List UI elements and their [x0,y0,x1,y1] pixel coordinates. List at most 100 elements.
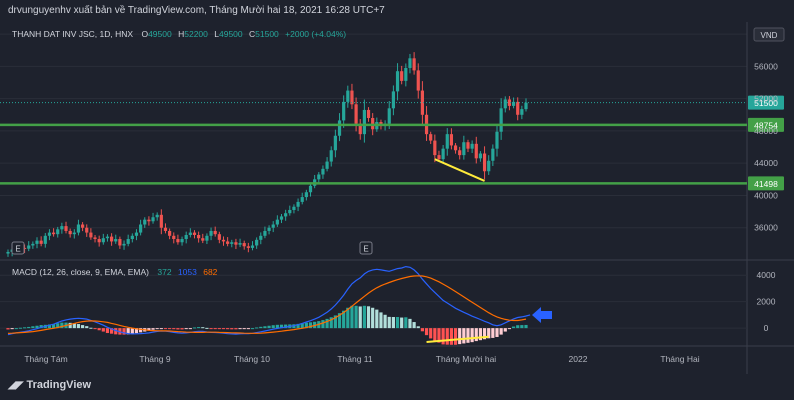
candle[interactable] [284,213,288,217]
candle[interactable] [404,67,408,81]
candle[interactable] [60,226,64,230]
candle[interactable] [246,246,250,248]
candle[interactable] [180,239,184,243]
candle[interactable] [197,234,201,239]
candle[interactable] [445,134,449,149]
candle[interactable] [288,209,292,214]
time-axis[interactable]: Tháng Tám Tháng 9 Tháng 10 Tháng 11 Tháng Mư… [24,354,699,364]
candle[interactable] [259,235,263,240]
candle[interactable] [462,142,466,156]
earnings-marker-1[interactable]: E [11,241,25,255]
candle[interactable] [275,219,279,225]
candle[interactable] [329,150,333,162]
candle[interactable] [47,232,52,236]
candle[interactable] [321,168,325,175]
candle[interactable] [31,243,35,246]
candle[interactable] [420,90,424,115]
candle[interactable] [441,148,445,160]
candle[interactable] [433,140,437,156]
candle[interactable] [184,234,188,240]
candle[interactable] [126,239,130,244]
candle[interactable] [395,71,400,92]
candle[interactable] [51,232,56,235]
candle[interactable] [43,235,47,244]
candle[interactable] [511,101,516,106]
candle[interactable] [416,70,420,91]
candle[interactable] [110,236,114,242]
candle[interactable] [516,101,520,115]
candle[interactable] [495,131,499,149]
candle[interactable] [503,99,507,109]
candle[interactable] [354,104,358,124]
candle[interactable] [226,241,230,244]
candle[interactable] [130,235,134,240]
candle[interactable] [387,108,391,124]
candle[interactable] [201,238,205,241]
candle[interactable] [22,247,27,249]
candle[interactable] [292,206,296,210]
candle[interactable] [209,230,213,236]
candle[interactable] [279,216,284,220]
candle[interactable] [221,239,226,242]
candle[interactable] [163,227,168,231]
candle[interactable] [250,245,255,248]
candle[interactable] [188,232,192,235]
candle[interactable] [147,219,151,222]
candle[interactable] [524,102,528,110]
candle[interactable] [97,239,101,243]
candle[interactable] [89,232,93,238]
candle[interactable] [466,142,470,149]
candle[interactable] [499,108,503,132]
candle[interactable] [56,229,60,235]
candle[interactable] [346,90,350,102]
candle[interactable] [27,245,31,249]
candle[interactable] [213,230,217,235]
candle[interactable] [453,145,458,151]
candle[interactable] [72,232,76,235]
candle[interactable] [230,242,234,244]
candle[interactable] [429,134,433,141]
candle[interactable] [155,214,159,218]
currency-badge[interactable] [753,27,785,42]
candle[interactable] [172,235,176,240]
candle[interactable] [93,237,97,240]
candle[interactable] [308,185,313,193]
candle[interactable] [304,192,308,198]
candle[interactable] [217,234,221,240]
candle[interactable] [317,174,321,180]
tradingview-logo[interactable]: ◢◤ TradingView [8,379,91,391]
candle[interactable] [139,224,143,233]
candle[interactable] [300,197,304,202]
candle[interactable] [449,134,454,146]
candle[interactable] [234,242,238,245]
candle[interactable] [470,143,474,149]
candle[interactable] [400,71,404,81]
candle[interactable] [85,227,89,233]
candle[interactable] [263,230,267,236]
candle[interactable] [437,155,441,160]
candle[interactable] [176,239,180,243]
candle[interactable] [412,58,416,71]
candle[interactable] [474,143,478,159]
candle[interactable] [122,243,126,246]
candle[interactable] [205,235,209,241]
candle[interactable] [80,224,85,228]
candle[interactable] [482,153,487,172]
candle[interactable] [325,161,329,169]
macd-line[interactable] [7,265,531,336]
candle[interactable] [39,240,43,244]
candle[interactable] [159,214,163,228]
candle[interactable] [134,232,139,236]
candle[interactable] [491,148,495,161]
candle[interactable] [358,123,362,135]
candle[interactable] [520,109,524,115]
candle[interactable] [408,58,412,68]
earnings-marker-2[interactable]: E [359,241,373,255]
candle[interactable] [68,230,72,235]
candle[interactable] [114,239,118,242]
candle[interactable] [35,240,39,244]
candle[interactable] [362,109,366,135]
candle[interactable] [101,238,105,243]
candle[interactable] [64,226,68,231]
candle[interactable] [151,217,155,222]
